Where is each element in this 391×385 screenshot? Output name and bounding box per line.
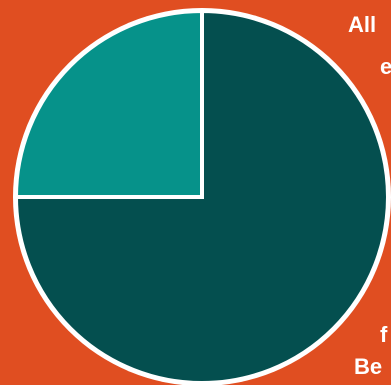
label-all: All: [348, 12, 377, 37]
pie-slices: [13, 8, 391, 385]
label-be: Be: [354, 354, 383, 379]
label-f: f: [380, 322, 388, 347]
label-e: e: [380, 54, 391, 79]
pie-slice-1: [13, 8, 204, 199]
